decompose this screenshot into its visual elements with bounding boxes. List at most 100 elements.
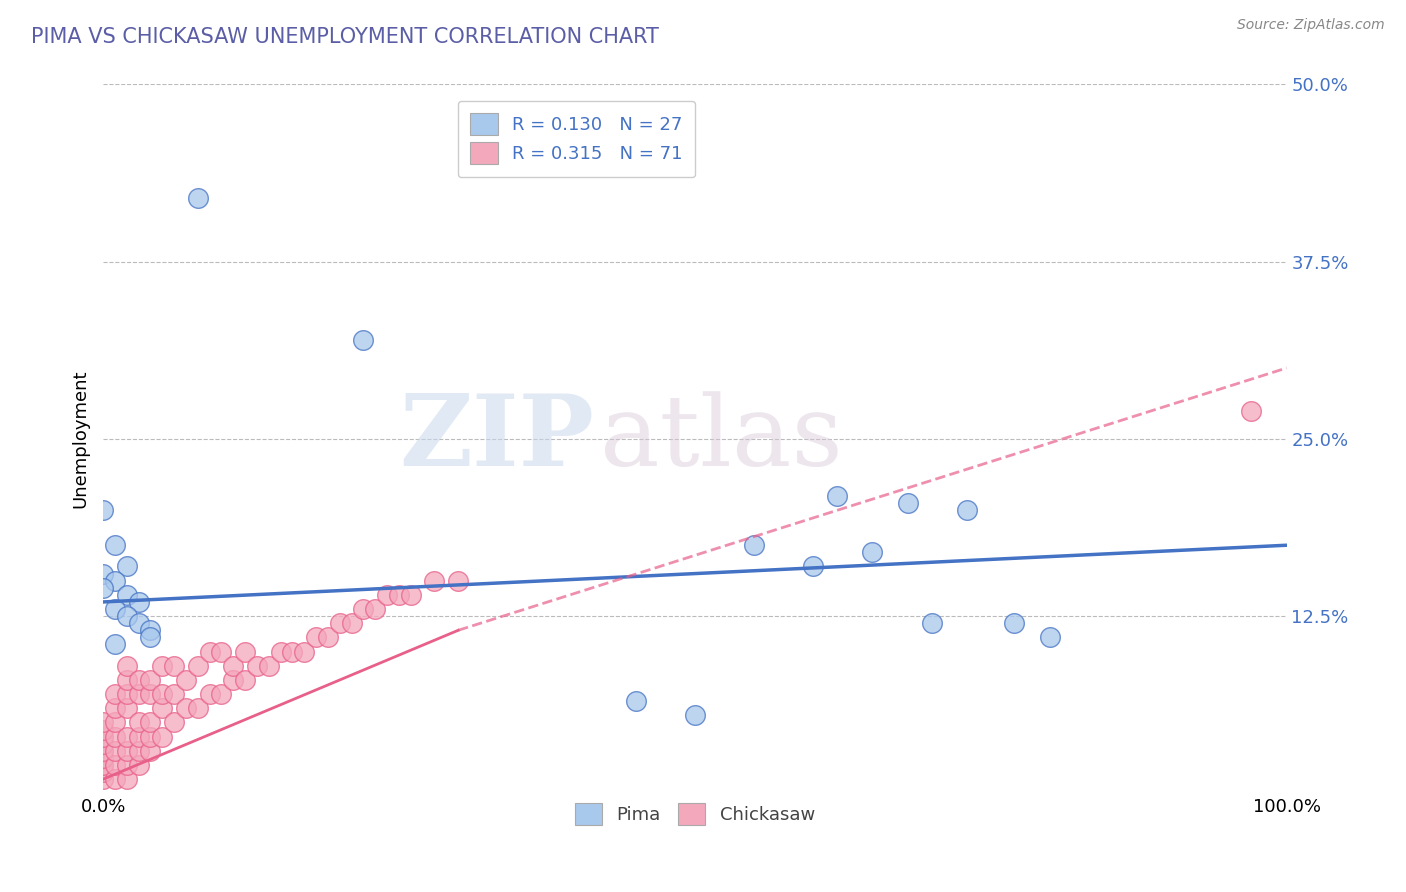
Point [91,772,114,787]
Point [163,687,186,701]
Point [423,574,446,588]
Point [139,631,162,645]
Point [128,715,150,730]
Point [128,687,150,701]
Point [115,588,138,602]
Point [150,687,173,701]
Point [139,715,162,730]
Point [91,744,114,758]
Point [624,694,647,708]
Point [104,758,127,772]
Point [375,588,398,602]
Point [104,574,127,588]
Point [150,730,173,744]
Point [115,559,138,574]
Point [91,503,114,517]
Point [174,701,197,715]
Point [104,772,127,787]
Point [742,538,765,552]
Point [115,758,138,772]
Point [174,673,197,687]
Point [115,687,138,701]
Point [128,758,150,772]
Point [211,687,233,701]
Point [198,644,221,658]
Point [139,673,162,687]
Point [1002,616,1025,631]
Point [340,616,363,631]
Point [683,708,706,723]
Point [1240,403,1263,417]
Point [316,631,339,645]
Point [139,687,162,701]
Point [305,631,328,645]
Point [104,602,127,616]
Point [139,744,162,758]
Point [115,673,138,687]
Point [91,737,114,751]
Point [115,658,138,673]
Point [801,559,824,574]
Point [222,658,245,673]
Point [150,701,173,715]
Point [104,744,127,758]
Legend: Pima, Chickasaw: Pima, Chickasaw [565,794,824,834]
Point [897,496,920,510]
Point [104,730,127,744]
Point [104,701,127,715]
Point [187,701,209,715]
Point [104,638,127,652]
Point [91,758,114,772]
Point [281,644,304,658]
Point [128,595,150,609]
Point [956,503,979,517]
Point [91,715,114,730]
Point [364,602,387,616]
Y-axis label: Unemployment: Unemployment [72,369,89,508]
Point [233,673,256,687]
Point [139,730,162,744]
Point [91,751,114,765]
Point [115,701,138,715]
Point [921,616,943,631]
Point [198,687,221,701]
Point [115,609,138,624]
Point [292,644,315,658]
Point [128,616,150,631]
Point [233,644,256,658]
Point [128,730,150,744]
Point [270,644,292,658]
Point [128,673,150,687]
Point [860,545,883,559]
Point [163,658,186,673]
Point [388,588,411,602]
Point [91,730,114,744]
Point [329,616,352,631]
Point [150,658,173,673]
Point [447,574,470,588]
Text: Source: ZipAtlas.com: Source: ZipAtlas.com [1237,18,1385,32]
Point [246,658,269,673]
Point [163,715,186,730]
Point [115,730,138,744]
Point [211,644,233,658]
Point [825,489,848,503]
Point [1039,631,1062,645]
Point [187,191,209,205]
Point [222,673,245,687]
Point [115,772,138,787]
Point [115,744,138,758]
Point [91,566,114,581]
Text: ZIP: ZIP [399,391,595,487]
Point [91,581,114,595]
Point [187,658,209,673]
Point [91,765,114,780]
Point [104,687,127,701]
Text: atlas: atlas [600,391,844,487]
Point [104,538,127,552]
Point [104,715,127,730]
Point [353,333,375,347]
Text: PIMA VS CHICKASAW UNEMPLOYMENT CORRELATION CHART: PIMA VS CHICKASAW UNEMPLOYMENT CORRELATI… [31,27,659,46]
Point [257,658,280,673]
Point [353,602,375,616]
